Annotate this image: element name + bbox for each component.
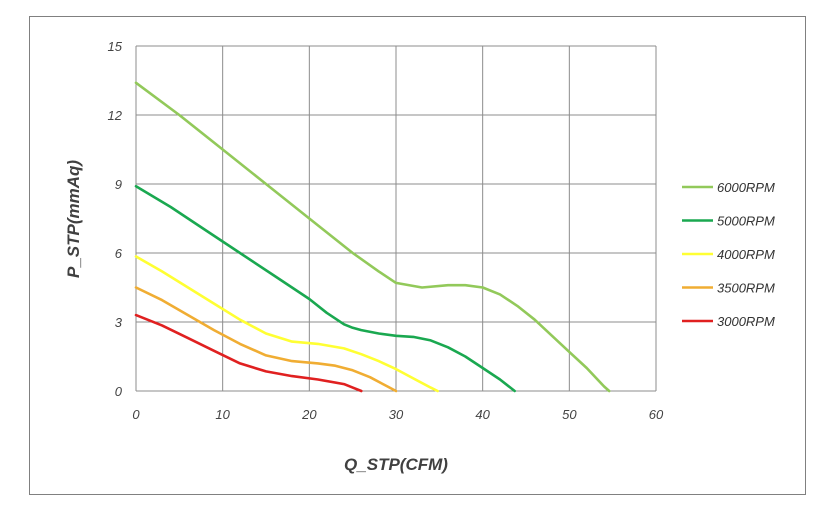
- series-line-5000rpm: [134, 185, 517, 393]
- x-tick-label: 50: [562, 407, 577, 422]
- series-lines: [134, 81, 611, 393]
- x-tick-label: 30: [389, 407, 404, 422]
- legend-item: 4000RPM: [682, 247, 775, 262]
- y-tick-label: 15: [108, 39, 123, 54]
- x-tick-label: 0: [132, 407, 140, 422]
- series-line-6000rpm: [134, 81, 611, 393]
- x-tick-label: 40: [475, 407, 490, 422]
- x-axis-ticks: 0 10 20 30 40 50 60: [132, 407, 664, 422]
- grid-lines: [135, 45, 657, 392]
- x-axis-title: Q_STP(CFM): [344, 455, 448, 474]
- legend-label: 6000RPM: [717, 180, 775, 195]
- legend-item: 6000RPM: [682, 180, 775, 195]
- legend-item: 3000RPM: [682, 314, 775, 329]
- legend-label: 3000RPM: [717, 314, 775, 329]
- series-line-3000rpm: [134, 313, 363, 393]
- chart-frame: [29, 16, 806, 495]
- y-axis-ticks: 0 3 6 9 12 15: [108, 39, 123, 399]
- y-tick-label: 6: [115, 246, 123, 261]
- legend-item: 3500RPM: [682, 281, 775, 296]
- legend: 6000RPM 5000RPM 4000RPM 3500RPM 3000RPM: [682, 180, 775, 329]
- x-tick-label: 60: [649, 407, 664, 422]
- x-tick-label: 10: [215, 407, 230, 422]
- legend-label: 5000RPM: [717, 214, 775, 229]
- legend-label: 3500RPM: [717, 281, 775, 296]
- series-line-3500rpm: [134, 286, 398, 393]
- y-tick-label: 3: [115, 315, 123, 330]
- y-tick-label: 0: [115, 384, 123, 399]
- y-tick-label: 12: [108, 108, 123, 123]
- legend-label: 4000RPM: [717, 247, 775, 262]
- x-tick-label: 20: [301, 407, 317, 422]
- series-line-4000rpm: [134, 255, 439, 393]
- y-tick-label: 9: [115, 177, 122, 192]
- y-axis-title: P_STP(mmAq): [64, 160, 83, 278]
- legend-item: 5000RPM: [682, 214, 775, 229]
